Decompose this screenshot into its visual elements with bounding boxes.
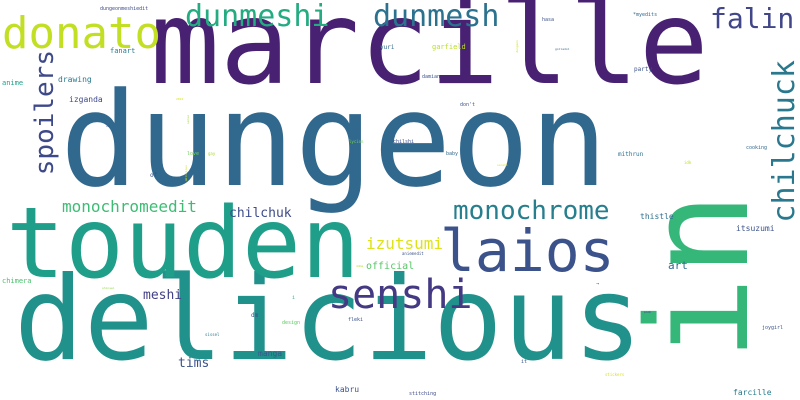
- word: anime: [2, 79, 24, 87]
- word: chilchuk: [229, 206, 292, 221]
- word: dunmeshi: [185, 0, 330, 34]
- word: it: [521, 359, 528, 365]
- word: farcille: [733, 388, 772, 397]
- word: thistle: [640, 212, 674, 221]
- word: idk: [684, 160, 692, 165]
- word: hasa: [542, 17, 555, 23]
- word: tims: [178, 356, 210, 371]
- word: dunmesh: [373, 0, 500, 34]
- word: marcille: [150, 0, 709, 111]
- word: kabru: [335, 385, 360, 394]
- word: official: [366, 261, 415, 272]
- word: touden: [6, 187, 361, 301]
- word: laios: [440, 217, 615, 285]
- word: joygirl: [762, 325, 784, 331]
- word: dm: [251, 312, 259, 319]
- word: aniemedit: [402, 251, 424, 256]
- word: meshi: [143, 288, 183, 303]
- word: garfield: [432, 43, 466, 51]
- word: itsuzumi: [736, 224, 775, 233]
- word: 2024: [176, 97, 184, 101]
- word: cooking: [746, 145, 768, 151]
- word: yuri: [380, 44, 395, 51]
- word: dungeonmeshiedit: [100, 6, 149, 12]
- word: senshi: [497, 163, 508, 167]
- word: lycion: [349, 139, 364, 144]
- word: donato: [2, 8, 161, 59]
- word: senshi: [328, 272, 473, 318]
- word: stitching: [409, 391, 437, 397]
- word: chilchuck: [767, 60, 800, 223]
- word: i: [292, 295, 296, 301]
- word: falin: [710, 2, 795, 35]
- word: →: [596, 281, 600, 287]
- word: damian: [422, 74, 441, 80]
- word: shinsei: [102, 286, 115, 290]
- word: delicious: [14, 252, 643, 387]
- word: sense: [186, 115, 190, 125]
- word: art: [668, 259, 688, 272]
- word: gay: [208, 151, 216, 156]
- word: love: [187, 151, 200, 157]
- word: dungeon: [515, 40, 519, 53]
- word: delicious: [184, 165, 188, 182]
- word: fanart: [110, 47, 136, 55]
- word: fleki: [348, 317, 364, 323]
- word: design: [282, 320, 301, 326]
- word: chilshi: [393, 139, 415, 145]
- word: ddma: [356, 264, 364, 268]
- word: stickers: [605, 372, 625, 377]
- word: golladol: [555, 47, 570, 51]
- word: don't: [460, 102, 476, 108]
- word: sissel: [205, 332, 220, 337]
- word: of: [150, 172, 158, 179]
- word: dungeon: [60, 64, 608, 216]
- word: mithrun: [618, 151, 644, 158]
- word: party: [634, 66, 653, 73]
- word: drawing: [58, 75, 92, 84]
- word: chimera: [2, 277, 32, 285]
- word: pooh: [644, 310, 652, 314]
- word: monochrome: [453, 196, 610, 226]
- word: xd: [106, 124, 110, 128]
- word: manga: [258, 349, 283, 358]
- word: baby: [446, 151, 459, 157]
- word: izganda: [69, 95, 103, 104]
- word: izutsumi: [366, 234, 444, 253]
- word: spoilers: [30, 50, 60, 176]
- word: monochromeedit: [62, 197, 197, 216]
- word: *myedits: [633, 12, 658, 18]
